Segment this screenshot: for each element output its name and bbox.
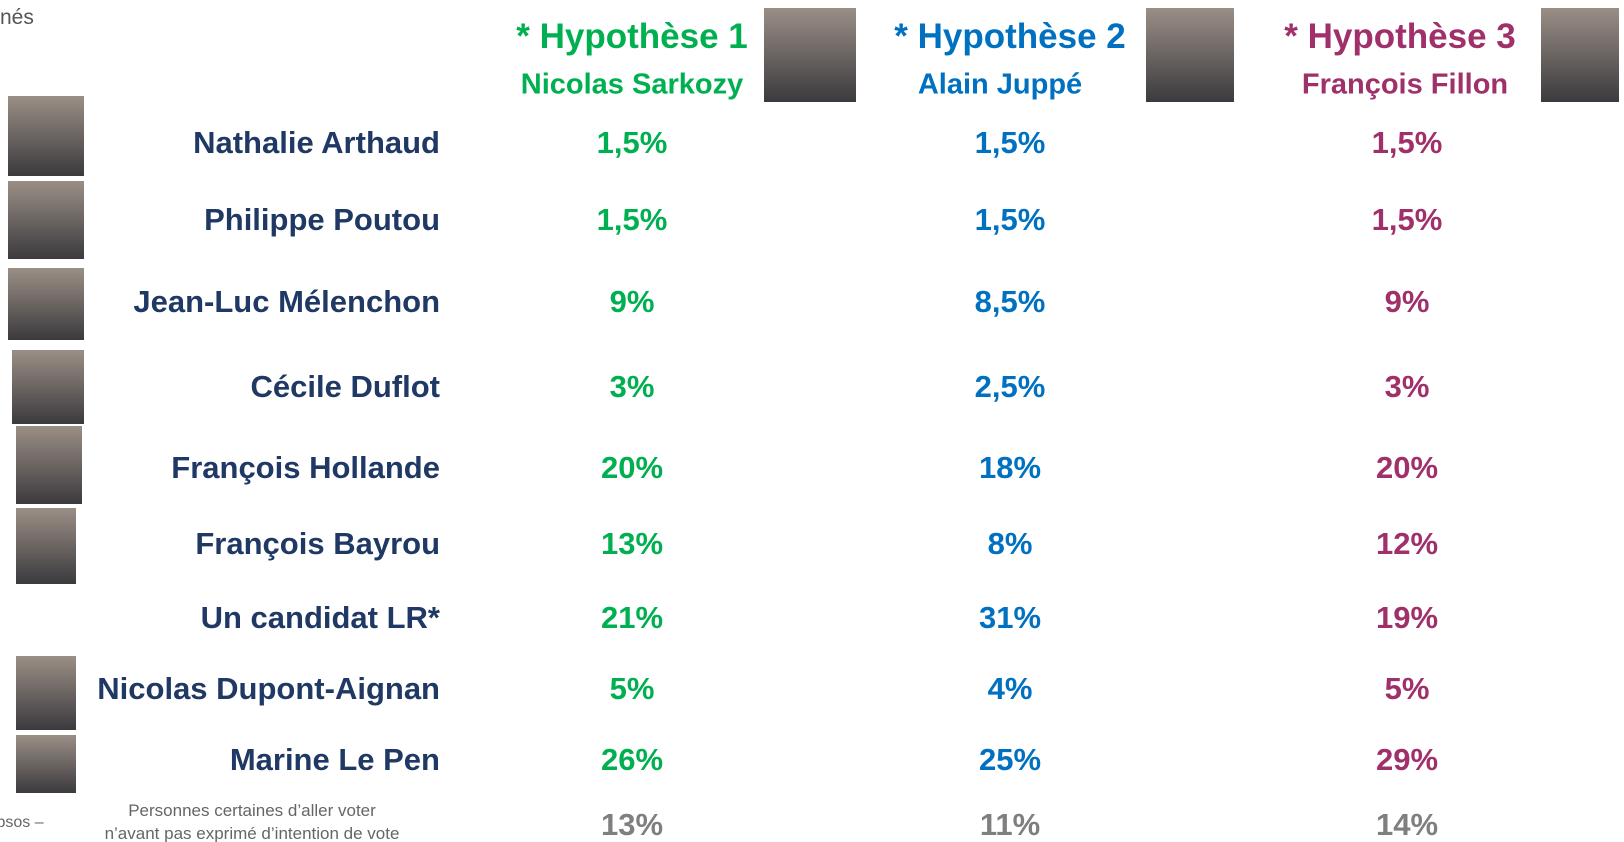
vote-share: 20% [601, 450, 663, 486]
photo [16, 735, 76, 793]
candidate-name: Philippe Poutou [204, 202, 440, 238]
vote-share: 8,5% [975, 284, 1046, 320]
vote-share: 12% [1376, 526, 1438, 562]
vote-share: 25% [979, 742, 1041, 778]
photo [8, 181, 84, 259]
undecided-share: 13% [601, 807, 663, 842]
photo [8, 268, 84, 340]
candidate-name: Un candidat LR* [201, 600, 440, 636]
candidate-name: Nicolas Dupont-Aignan [97, 671, 440, 707]
vote-share: 3% [1385, 369, 1430, 405]
corner-text: nés [0, 6, 34, 30]
photo [16, 426, 82, 504]
hypothesis-title: * Hypothèse 2 [894, 17, 1125, 57]
vote-share: 5% [610, 671, 655, 707]
vote-share: 9% [1385, 284, 1430, 320]
vote-share: 13% [601, 526, 663, 562]
candidate-name: Nathalie Arthaud [193, 125, 440, 161]
candidate-name: Jean-Luc Mélenchon [133, 284, 440, 320]
vote-share: 20% [1376, 450, 1438, 486]
photo [16, 656, 76, 730]
source: Ipsos – [0, 814, 44, 832]
vote-share: 1,5% [1372, 125, 1443, 161]
candidate-name: François Bayrou [195, 526, 440, 562]
photo [1146, 8, 1234, 102]
hypothesis-candidate: François Fillon [1302, 69, 1508, 102]
vote-share: 8% [988, 526, 1033, 562]
candidate-name: Cécile Duflot [251, 369, 440, 405]
vote-share: 29% [1376, 742, 1438, 778]
vote-share: 2,5% [975, 369, 1046, 405]
candidate-name: Marine Le Pen [230, 742, 440, 778]
photo [12, 350, 84, 424]
vote-share: 1,5% [597, 202, 668, 238]
photo [8, 96, 84, 176]
vote-share: 21% [601, 600, 663, 636]
candidate-name: François Hollande [171, 450, 440, 486]
undecided-share: 11% [980, 807, 1040, 842]
vote-share: 1,5% [1372, 202, 1443, 238]
vote-share: 4% [988, 671, 1033, 707]
photo [1541, 8, 1619, 102]
note: Personnes certaines d’aller voter [128, 801, 376, 821]
slide: nés * Hypothèse 1 Nicolas Sarkozy * Hypoth… [0, 0, 1624, 842]
vote-share: 1,5% [597, 125, 668, 161]
hypothesis-title: * Hypothèse 1 [516, 17, 747, 57]
vote-share: 3% [610, 369, 655, 405]
undecided-share: 14% [1376, 807, 1438, 842]
vote-share: 26% [601, 742, 663, 778]
vote-share: 5% [1385, 671, 1430, 707]
photo [764, 8, 856, 102]
vote-share: 1,5% [975, 202, 1046, 238]
vote-share: 18% [979, 450, 1041, 486]
note: n’avant pas exprimé d’intention de vote [105, 824, 400, 842]
hypothesis-title: * Hypothèse 3 [1284, 17, 1515, 57]
photo [16, 508, 76, 584]
vote-share: 9% [610, 284, 655, 320]
vote-share: 31% [979, 600, 1041, 636]
hypothesis-candidate: Alain Juppé [918, 69, 1082, 102]
vote-share: 19% [1376, 600, 1438, 636]
hypothesis-candidate: Nicolas Sarkozy [521, 69, 743, 102]
vote-share: 1,5% [975, 125, 1046, 161]
